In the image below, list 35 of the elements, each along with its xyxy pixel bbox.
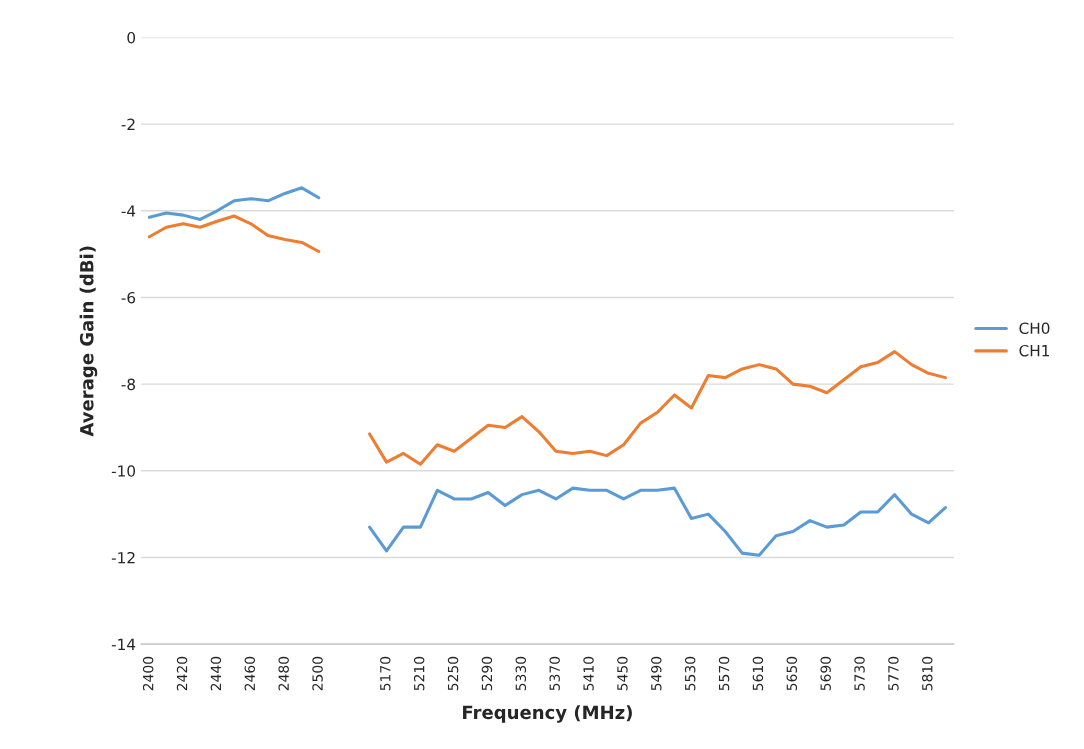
y-tick-label: -14 bbox=[111, 638, 136, 650]
x-tick-label: 5410 bbox=[583, 656, 594, 691]
x-tick-label: 5570 bbox=[718, 656, 730, 691]
y-tick-label: -10 bbox=[111, 465, 136, 477]
y-tick-label: -6 bbox=[121, 291, 136, 304]
x-tick-label: 2400 bbox=[142, 656, 154, 691]
x-tick-label: 5450 bbox=[617, 656, 628, 691]
x-tick-label: 2460 bbox=[244, 656, 256, 691]
y-tick-label: -8 bbox=[121, 378, 136, 391]
x-tick-label: 5650 bbox=[786, 656, 798, 691]
x-tick-label: 2500 bbox=[312, 656, 323, 691]
x-tick-label: 5210 bbox=[413, 656, 425, 691]
y-tick-label: 0 bbox=[127, 31, 136, 44]
legend-label: CH0 bbox=[1019, 322, 1050, 335]
x-tick-label: 5330 bbox=[515, 656, 527, 691]
y-tick-label: -12 bbox=[111, 551, 135, 564]
x-tick-label: 5810 bbox=[922, 656, 933, 691]
x-tick-label: 5730 bbox=[854, 656, 865, 691]
x-tick-label: 5690 bbox=[820, 656, 831, 691]
x-tick-label: 5530 bbox=[684, 656, 696, 691]
y-tick-label: -4 bbox=[121, 205, 136, 217]
x-tick-label: 5610 bbox=[752, 656, 764, 691]
x-tick-label: 5170 bbox=[380, 656, 391, 691]
x-tick-label: 5370 bbox=[549, 656, 560, 691]
y-axis-title: Average Gain (dBi) bbox=[79, 246, 98, 437]
x-tick-label: 5250 bbox=[447, 656, 459, 691]
x-tick-label: 5290 bbox=[481, 656, 493, 691]
x-tick-label: 2440 bbox=[210, 656, 222, 691]
x-tick-label: 2480 bbox=[278, 656, 289, 691]
y-tick-label: -2 bbox=[121, 118, 135, 130]
x-tick-label: 5490 bbox=[651, 656, 662, 691]
x-axis-title: Frequency (MHz) bbox=[463, 705, 632, 723]
x-tick-label: 2420 bbox=[176, 656, 188, 691]
legend-label: CH1 bbox=[1019, 344, 1050, 357]
x-tick-label: 5770 bbox=[888, 656, 899, 691]
